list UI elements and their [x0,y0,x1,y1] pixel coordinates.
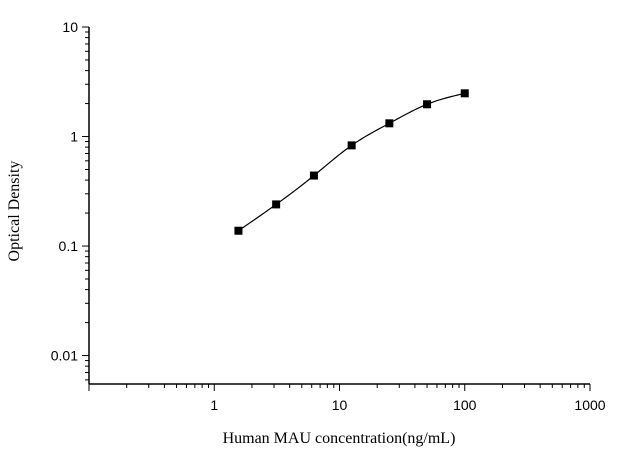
y-axis-title: Optical Density [6,161,23,262]
x-tick-label: 1 [210,397,218,413]
data-point [423,100,432,109]
y-tick-label: 1 [70,129,78,145]
data-point [272,200,281,209]
data-point [309,171,318,180]
x-tick-label: 100 [453,397,477,413]
ticks [82,26,591,391]
x-tick-label: 1000 [574,397,605,413]
x-tick-label: 10 [332,397,348,413]
x-axis-title: Human MAU concentration(ng/mL) [223,430,456,447]
data-point [385,119,394,128]
y-tick-label: 0.1 [59,238,79,254]
axes [88,27,590,385]
data-points [234,89,469,235]
fit-curve [238,92,465,232]
y-tick-label: 0.01 [51,348,78,364]
tick-labels: 1 10 100 1000 0.01 0.1 1 10 [51,19,606,413]
data-point [460,89,469,98]
data-point [347,141,356,150]
data-point [234,226,243,235]
y-tick-label: 10 [62,19,78,35]
